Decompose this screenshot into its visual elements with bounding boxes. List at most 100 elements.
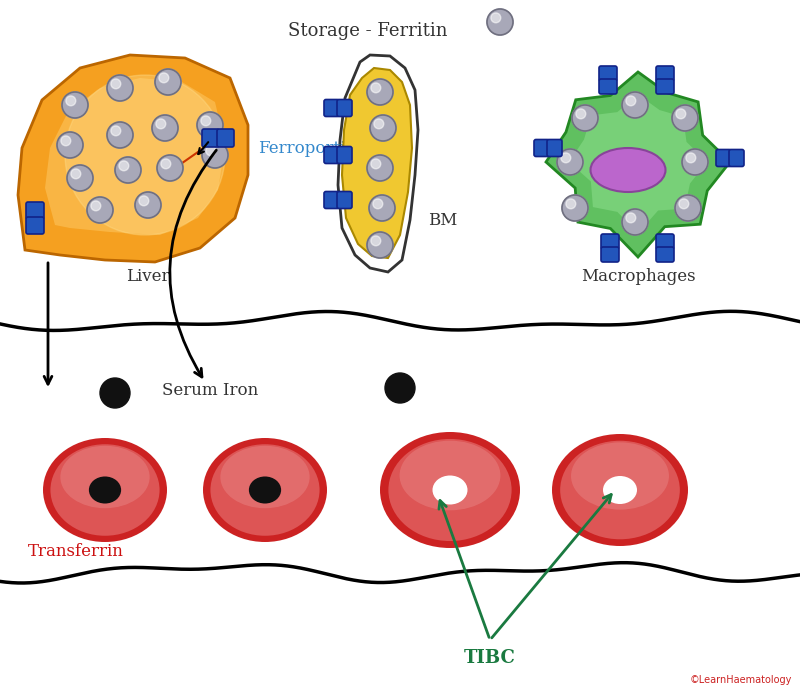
Circle shape xyxy=(367,79,393,105)
Circle shape xyxy=(491,13,501,23)
Polygon shape xyxy=(338,55,418,272)
Circle shape xyxy=(557,149,583,175)
Ellipse shape xyxy=(603,476,637,504)
Circle shape xyxy=(562,195,588,221)
Circle shape xyxy=(67,165,93,191)
Text: Transferrin: Transferrin xyxy=(28,543,124,560)
FancyBboxPatch shape xyxy=(337,192,352,208)
FancyBboxPatch shape xyxy=(716,149,731,167)
FancyBboxPatch shape xyxy=(324,99,339,117)
Circle shape xyxy=(152,115,178,141)
Circle shape xyxy=(626,96,636,106)
FancyBboxPatch shape xyxy=(202,129,219,147)
Ellipse shape xyxy=(249,477,281,503)
Circle shape xyxy=(57,132,83,158)
Circle shape xyxy=(487,9,513,35)
Circle shape xyxy=(373,199,382,208)
Circle shape xyxy=(91,201,101,211)
Polygon shape xyxy=(18,55,248,262)
Ellipse shape xyxy=(552,434,688,546)
FancyBboxPatch shape xyxy=(656,234,674,249)
Circle shape xyxy=(369,195,395,221)
Circle shape xyxy=(65,75,225,235)
Circle shape xyxy=(119,161,129,171)
Circle shape xyxy=(561,153,570,163)
Ellipse shape xyxy=(43,438,167,542)
Circle shape xyxy=(672,105,698,131)
Ellipse shape xyxy=(400,441,501,510)
Ellipse shape xyxy=(203,438,327,542)
FancyBboxPatch shape xyxy=(324,147,339,163)
FancyBboxPatch shape xyxy=(729,149,744,167)
Circle shape xyxy=(115,157,141,183)
FancyBboxPatch shape xyxy=(534,140,549,156)
Circle shape xyxy=(206,146,216,156)
Circle shape xyxy=(682,149,708,175)
Ellipse shape xyxy=(438,480,451,491)
FancyBboxPatch shape xyxy=(601,247,619,262)
FancyBboxPatch shape xyxy=(26,217,44,234)
Ellipse shape xyxy=(560,441,680,539)
Circle shape xyxy=(202,142,228,168)
Circle shape xyxy=(679,199,689,208)
Circle shape xyxy=(370,115,396,141)
Ellipse shape xyxy=(433,475,467,505)
Circle shape xyxy=(572,105,598,131)
Circle shape xyxy=(566,199,576,208)
Ellipse shape xyxy=(590,148,666,192)
Circle shape xyxy=(385,373,415,403)
FancyBboxPatch shape xyxy=(656,247,674,262)
Circle shape xyxy=(374,119,384,129)
FancyBboxPatch shape xyxy=(337,99,352,117)
Text: Ferroportin: Ferroportin xyxy=(258,140,356,156)
Circle shape xyxy=(686,153,696,163)
Text: Macrophages: Macrophages xyxy=(581,268,695,285)
Ellipse shape xyxy=(210,444,319,536)
Circle shape xyxy=(71,169,81,179)
Circle shape xyxy=(676,109,686,119)
Ellipse shape xyxy=(608,480,622,491)
FancyBboxPatch shape xyxy=(656,79,674,94)
Circle shape xyxy=(61,136,70,146)
Ellipse shape xyxy=(571,443,669,509)
Circle shape xyxy=(139,196,149,206)
FancyBboxPatch shape xyxy=(601,234,619,249)
Circle shape xyxy=(66,96,76,106)
Text: TIBC: TIBC xyxy=(464,649,516,667)
FancyBboxPatch shape xyxy=(337,147,352,163)
Polygon shape xyxy=(546,72,730,257)
Circle shape xyxy=(622,92,648,118)
Ellipse shape xyxy=(220,445,310,508)
Circle shape xyxy=(156,119,166,129)
FancyBboxPatch shape xyxy=(599,66,617,81)
Circle shape xyxy=(161,159,170,169)
FancyBboxPatch shape xyxy=(599,79,617,94)
Ellipse shape xyxy=(50,444,159,536)
Circle shape xyxy=(155,69,181,95)
FancyBboxPatch shape xyxy=(547,140,562,156)
Circle shape xyxy=(87,197,113,223)
Circle shape xyxy=(111,126,121,136)
Circle shape xyxy=(62,92,88,118)
Text: Liver: Liver xyxy=(126,268,170,285)
Circle shape xyxy=(201,116,210,126)
FancyBboxPatch shape xyxy=(217,129,234,147)
FancyBboxPatch shape xyxy=(656,66,674,81)
Polygon shape xyxy=(45,78,225,235)
Ellipse shape xyxy=(89,477,121,503)
Circle shape xyxy=(111,79,121,89)
Text: Serum Iron: Serum Iron xyxy=(162,382,258,398)
Text: BM: BM xyxy=(428,211,458,229)
Circle shape xyxy=(100,378,130,408)
Polygon shape xyxy=(342,68,412,258)
Circle shape xyxy=(626,213,636,223)
Circle shape xyxy=(675,195,701,221)
Polygon shape xyxy=(569,95,707,234)
Circle shape xyxy=(575,505,605,535)
Circle shape xyxy=(159,73,169,83)
FancyBboxPatch shape xyxy=(324,192,339,208)
Ellipse shape xyxy=(389,439,512,541)
Ellipse shape xyxy=(60,445,150,508)
Circle shape xyxy=(371,159,381,169)
Circle shape xyxy=(107,122,133,148)
